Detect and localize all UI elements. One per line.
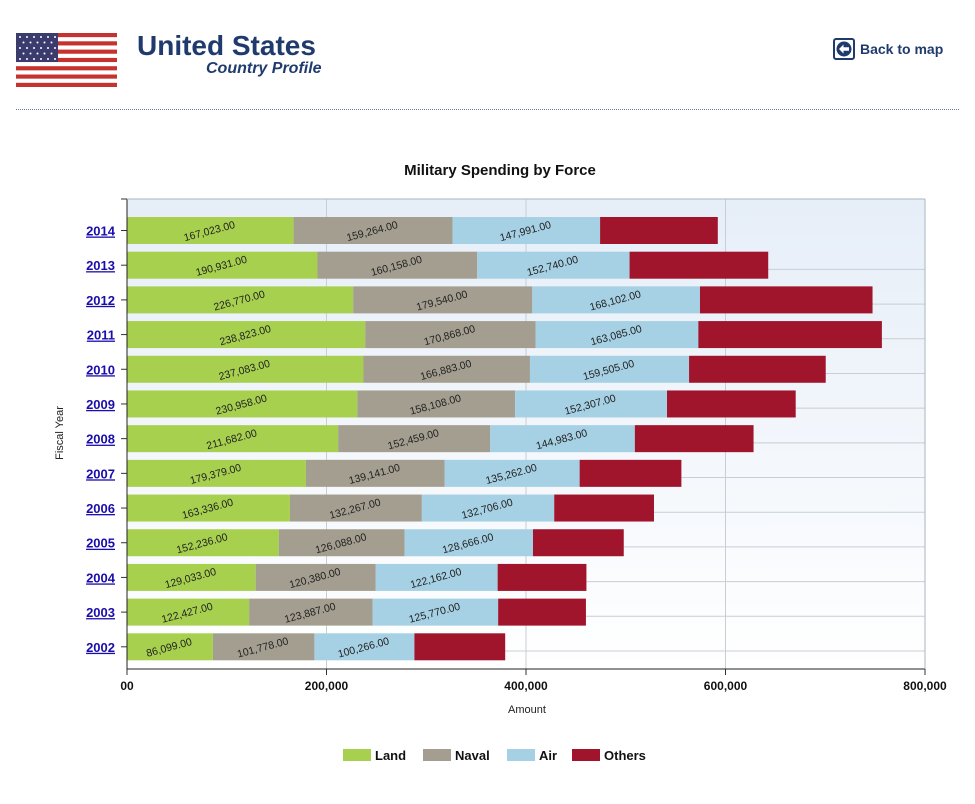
x-tick-label: 800,000: [903, 679, 947, 693]
bar-naval: [353, 286, 533, 314]
x-tick-label: 200,000: [305, 679, 349, 693]
bar-air: [477, 251, 630, 279]
legend-label-others: Others: [604, 748, 646, 763]
x-tick-label: 00: [120, 679, 134, 693]
bar-naval: [293, 217, 453, 244]
y-tick-label-2013[interactable]: 2013: [86, 258, 115, 273]
y-tick-label-2009[interactable]: 2009: [86, 397, 115, 412]
bar-naval: [278, 529, 405, 557]
bar-naval: [212, 633, 315, 661]
bar-others: [498, 598, 586, 626]
bar-air: [375, 563, 498, 591]
bar-others: [497, 563, 587, 591]
bar-naval: [317, 251, 478, 279]
legend-label-air: Air: [539, 748, 557, 763]
x-tick-label: 600,000: [704, 679, 748, 693]
back-to-map-link[interactable]: Back to map: [833, 38, 943, 60]
bar-others: [667, 390, 796, 418]
bar-land: [127, 529, 279, 557]
bar-air: [515, 390, 668, 418]
bar-others: [414, 633, 506, 661]
y-tick-label-2008[interactable]: 2008: [86, 432, 115, 447]
bar-naval: [289, 494, 422, 522]
legend-swatch-land: [343, 749, 371, 761]
us-flag-icon: [16, 33, 117, 87]
y-tick-label-2010[interactable]: 2010: [86, 362, 115, 377]
bar-land: [127, 494, 290, 522]
bar-land: [127, 633, 213, 661]
bar-others: [600, 217, 718, 244]
bar-air: [404, 529, 533, 557]
bar-others: [689, 355, 826, 383]
legend-label-naval: Naval: [455, 748, 490, 763]
bar-air: [372, 598, 499, 626]
y-tick-label-2014[interactable]: 2014: [86, 224, 116, 239]
y-tick-label-2007[interactable]: 2007: [86, 466, 115, 481]
country-title: United States: [137, 30, 316, 61]
x-axis-label: Amount: [508, 704, 546, 716]
bar-others: [699, 286, 873, 314]
bar-land: [127, 425, 339, 453]
back-arrow-icon: [833, 38, 855, 60]
bar-air: [490, 425, 635, 453]
bar-naval: [363, 355, 530, 383]
x-tick-label: 400,000: [504, 679, 548, 693]
bar-naval: [357, 390, 516, 418]
chart-legend: Land Naval Air Others: [343, 748, 646, 763]
bar-land: [127, 390, 358, 418]
bar-others: [698, 321, 882, 349]
bar-air: [314, 633, 415, 661]
bar-naval: [249, 598, 373, 626]
bar-air: [452, 217, 601, 244]
bar-air: [535, 321, 699, 349]
y-tick-label-2005[interactable]: 2005: [86, 536, 115, 551]
y-tick-label-2002[interactable]: 2002: [86, 640, 115, 655]
legend-swatch-others: [572, 749, 600, 761]
bar-others: [634, 425, 754, 453]
bar-naval: [255, 563, 376, 591]
bar-naval: [305, 459, 445, 487]
bar-air: [532, 286, 700, 314]
y-tick-label-2006[interactable]: 2006: [86, 501, 115, 516]
page-subtitle: Country Profile: [206, 60, 322, 77]
bar-others: [554, 494, 654, 522]
bar-naval: [338, 425, 491, 453]
bar-naval: [365, 321, 536, 349]
bar-air: [421, 494, 555, 522]
bar-land: [127, 251, 318, 279]
bar-others: [532, 529, 624, 557]
bar-land: [127, 563, 256, 591]
header-divider: [16, 109, 959, 110]
bar-land: [127, 459, 306, 487]
bar-others: [629, 251, 769, 279]
bar-land: [127, 321, 366, 349]
bar-land: [127, 355, 364, 383]
legend-swatch-naval: [423, 749, 451, 761]
bar-land: [127, 598, 250, 626]
legend-swatch-air: [507, 749, 535, 761]
y-tick-label-2003[interactable]: 2003: [86, 605, 115, 620]
back-to-map-label: Back to map: [860, 41, 944, 57]
bar-land: [127, 286, 354, 314]
y-tick-label-2012[interactable]: 2012: [86, 293, 115, 308]
y-axis-label: Fiscal Year: [54, 406, 66, 460]
chart-title: Military Spending by Force: [404, 162, 596, 179]
bar-air: [529, 355, 690, 383]
bar-land: [127, 217, 294, 244]
legend-label-land: Land: [375, 748, 406, 763]
bar-others: [579, 459, 682, 487]
bar-air: [444, 459, 580, 487]
y-tick-label-2004[interactable]: 2004: [86, 570, 116, 585]
y-tick-label-2011[interactable]: 2011: [87, 328, 115, 343]
